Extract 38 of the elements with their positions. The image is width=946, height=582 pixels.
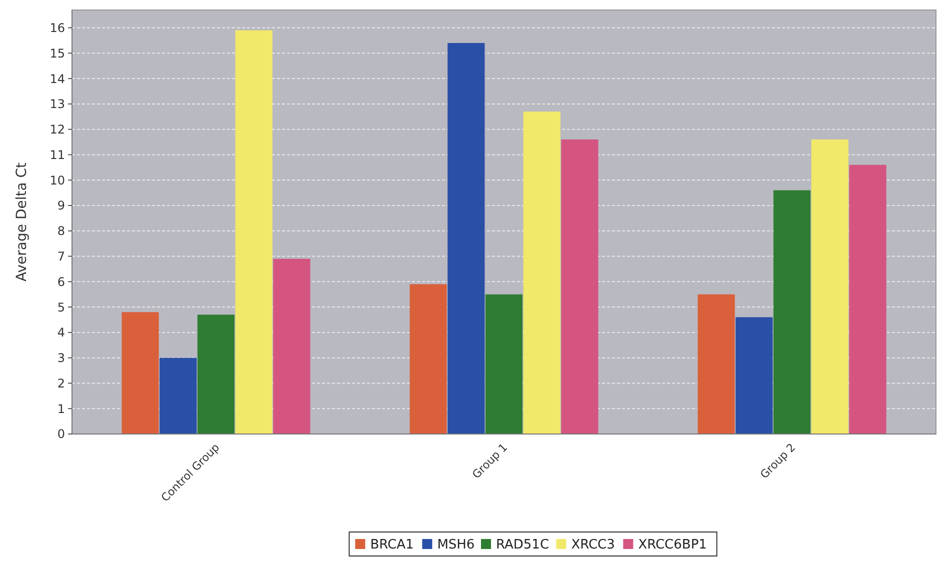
- bar: [273, 258, 310, 434]
- y-axis-title: Average Delta Ct: [14, 162, 30, 282]
- y-tick-label: 11: [50, 148, 65, 162]
- legend-label: BRCA1: [370, 538, 414, 553]
- y-tick-label: 4: [57, 326, 65, 340]
- y-tick-label: 5: [57, 300, 65, 314]
- bar: [811, 139, 848, 434]
- y-tick-label: 9: [57, 198, 65, 213]
- legend-label: XRCC3: [571, 538, 615, 553]
- bar: [485, 294, 523, 434]
- y-tick-label: 6: [57, 274, 65, 289]
- bar: [698, 294, 735, 434]
- y-tick-label: 15: [50, 46, 65, 60]
- y-tick-label: 1: [57, 402, 65, 416]
- y-tick-label: 10: [50, 173, 65, 188]
- legend-label: MSH6: [437, 538, 475, 553]
- y-tick-label: 8: [57, 224, 65, 238]
- y-tick-label: 12: [50, 122, 65, 137]
- y-tick-label: 13: [50, 97, 65, 112]
- bar: [849, 164, 886, 434]
- bar: [235, 30, 272, 434]
- y-tick-label: 16: [50, 20, 65, 35]
- bar: [523, 112, 560, 434]
- y-tick-label: 7: [57, 249, 65, 264]
- y-tick-label: 3: [57, 351, 65, 366]
- bar: [448, 43, 485, 434]
- bar: [410, 284, 447, 434]
- bar: [160, 358, 197, 434]
- bar: [736, 317, 773, 434]
- legend-label: XRCC6BP1: [638, 538, 707, 553]
- legend-label: RAD51C: [496, 538, 550, 553]
- bar: [122, 312, 159, 434]
- y-tick-label: 2: [57, 376, 65, 390]
- bar: [561, 139, 598, 434]
- y-tick-label: 0: [57, 427, 65, 442]
- y-tick-label: 14: [50, 72, 65, 86]
- bar: [197, 314, 235, 434]
- bar: [773, 190, 811, 434]
